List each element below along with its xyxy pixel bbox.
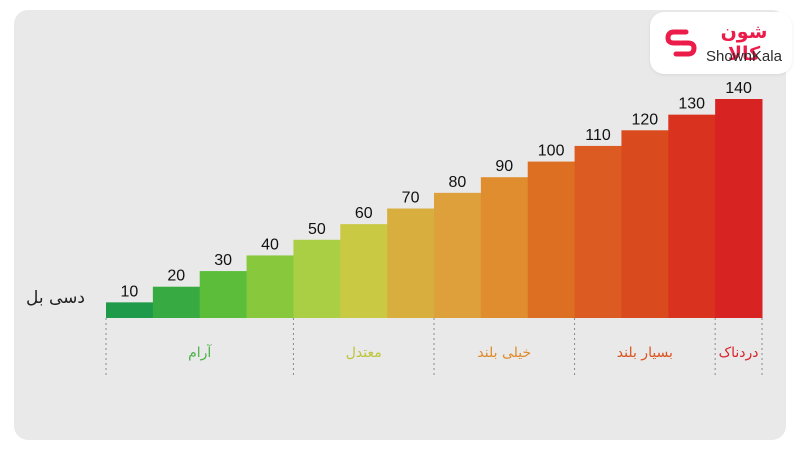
data-label: 60 [355, 205, 373, 222]
bar [480, 177, 529, 318]
category-label: آرام [188, 344, 212, 361]
category-label: دردناک [719, 345, 759, 361]
bar [106, 302, 154, 318]
data-label: 120 [632, 111, 659, 128]
data-label: 100 [538, 143, 565, 160]
data-label: 70 [402, 190, 420, 207]
logo-text-en: ShownKala [706, 48, 782, 65]
bar [715, 99, 763, 318]
category-label: بسیار بلند [617, 345, 673, 361]
bar [621, 130, 669, 318]
data-label: 30 [214, 252, 232, 269]
bar [199, 271, 248, 318]
bar [574, 145, 622, 318]
data-label: 80 [449, 174, 467, 191]
data-label: 140 [725, 80, 752, 97]
bar [434, 192, 482, 318]
bar [246, 255, 294, 318]
y-axis-label: دسی بل [26, 288, 85, 308]
bar [152, 286, 201, 318]
data-label: 90 [495, 158, 513, 175]
data-label: 50 [308, 221, 326, 238]
bar [527, 161, 576, 318]
bar [387, 208, 435, 318]
bar [668, 114, 716, 319]
logo-text-fa: شون کالا [720, 21, 768, 65]
bar [293, 239, 341, 318]
shownkala-logo[interactable]: شون کالا ShownKala [650, 12, 792, 74]
data-label: 130 [678, 96, 705, 113]
data-label: 40 [261, 236, 279, 253]
data-label: 20 [167, 268, 185, 285]
shownkala-logo-icon [665, 29, 697, 57]
data-label: 110 [585, 127, 611, 144]
category-label: خیلی بلند [477, 345, 531, 361]
bar [340, 224, 388, 318]
data-label: 10 [121, 283, 139, 300]
category-label: معتدل [346, 345, 382, 361]
